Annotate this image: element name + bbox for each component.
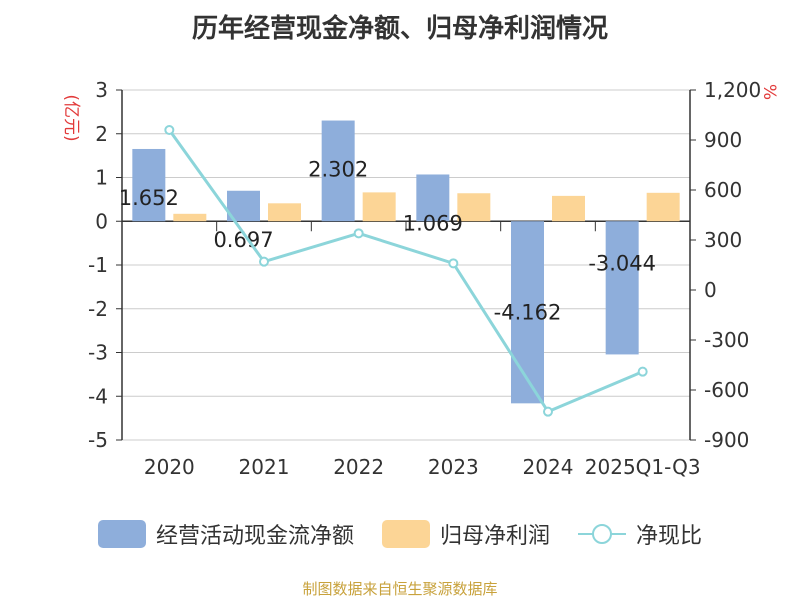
ratio-point — [543, 406, 553, 417]
bar-cashflow — [605, 221, 639, 355]
legend-item-profit[interactable]: 归母净利润 — [381, 518, 550, 550]
ratio-point — [259, 256, 269, 267]
left-tick-label: 3 — [95, 78, 108, 102]
ratio-point — [448, 258, 459, 269]
bar-profit — [362, 192, 396, 222]
right-tick-label: -600 — [704, 378, 749, 402]
data-label-cashflow: 2.302 — [308, 158, 368, 182]
right-tick-label: 0 — [704, 278, 717, 302]
left-tick-label: 2 — [95, 122, 108, 146]
ratio-point — [637, 366, 648, 377]
left-tick-label: -3 — [88, 341, 108, 365]
left-tick-label: -1 — [88, 253, 108, 277]
right-tick-label: 1,200 — [704, 78, 761, 102]
bar-profit — [173, 213, 207, 222]
bar-profit — [457, 193, 491, 222]
right-tick-label: 600 — [704, 178, 742, 202]
left-tick-label: 1 — [95, 166, 108, 190]
right-tick-label: 900 — [704, 128, 742, 152]
left-unit-label: (亿元) — [61, 94, 81, 141]
legend-label-cashflow: 经营活动现金流净额 — [155, 524, 354, 549]
x-tick-label: 2021 — [239, 455, 290, 479]
x-tick-label: 2024 — [523, 455, 574, 479]
right-unit-label: % — [759, 84, 779, 100]
legend-item-cashflow[interactable]: 经营活动现金流净额 — [97, 518, 354, 550]
left-tick-label: -4 — [88, 384, 108, 408]
x-tick-label: 2025Q1-Q3 — [585, 455, 701, 479]
data-label-cashflow: -4.162 — [494, 300, 562, 324]
data-label-cashflow: 1.069 — [403, 211, 463, 235]
left-tick-label: 0 — [95, 209, 108, 233]
data-label-cashflow: 1.652 — [119, 186, 179, 210]
bar-cashflow — [132, 148, 166, 222]
right-tick-label: -900 — [704, 428, 749, 452]
bar-cashflow — [511, 221, 544, 404]
bar-profit — [268, 203, 301, 222]
bar-cashflow — [416, 174, 450, 222]
bar-cashflow — [321, 120, 355, 222]
x-tick-label: 2020 — [144, 455, 195, 479]
ratio-point — [353, 228, 364, 239]
x-tick-label: 2022 — [333, 455, 384, 479]
legend-label-ratio: 净现比 — [636, 524, 703, 549]
x-tick-label: 2023 — [428, 455, 479, 479]
chart-title: 历年经营现金净额、归母净利润情况 — [191, 14, 608, 44]
legend-swatch-cashflow — [97, 520, 146, 548]
data-label-cashflow: -3.044 — [588, 251, 656, 275]
right-tick-label: -300 — [704, 328, 749, 352]
left-tick-label: -2 — [88, 297, 108, 321]
left-tick-label: -5 — [88, 428, 108, 452]
ratio-point — [164, 125, 175, 135]
legend: 经营活动现金流净额 归母净利润 净现比 — [0, 518, 800, 550]
right-tick-label: 300 — [704, 228, 742, 252]
legend-label-profit: 归母净利润 — [439, 524, 550, 549]
legend-swatch-profit — [381, 520, 430, 548]
legend-swatch-ratio — [578, 520, 626, 548]
legend-item-ratio[interactable]: 净现比 — [578, 518, 702, 550]
ratio-line — [168, 129, 644, 414]
source-note: 制图数据来自恒生聚源数据库 — [302, 580, 498, 598]
bar-profit — [552, 195, 585, 222]
bar-profit — [646, 192, 680, 222]
